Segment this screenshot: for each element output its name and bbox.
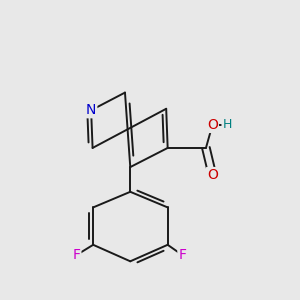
Text: H: H: [223, 118, 232, 131]
Text: O: O: [207, 168, 218, 182]
Text: F: F: [72, 248, 80, 262]
Text: F: F: [178, 248, 186, 262]
Text: O: O: [207, 118, 218, 132]
Text: N: N: [86, 103, 96, 117]
